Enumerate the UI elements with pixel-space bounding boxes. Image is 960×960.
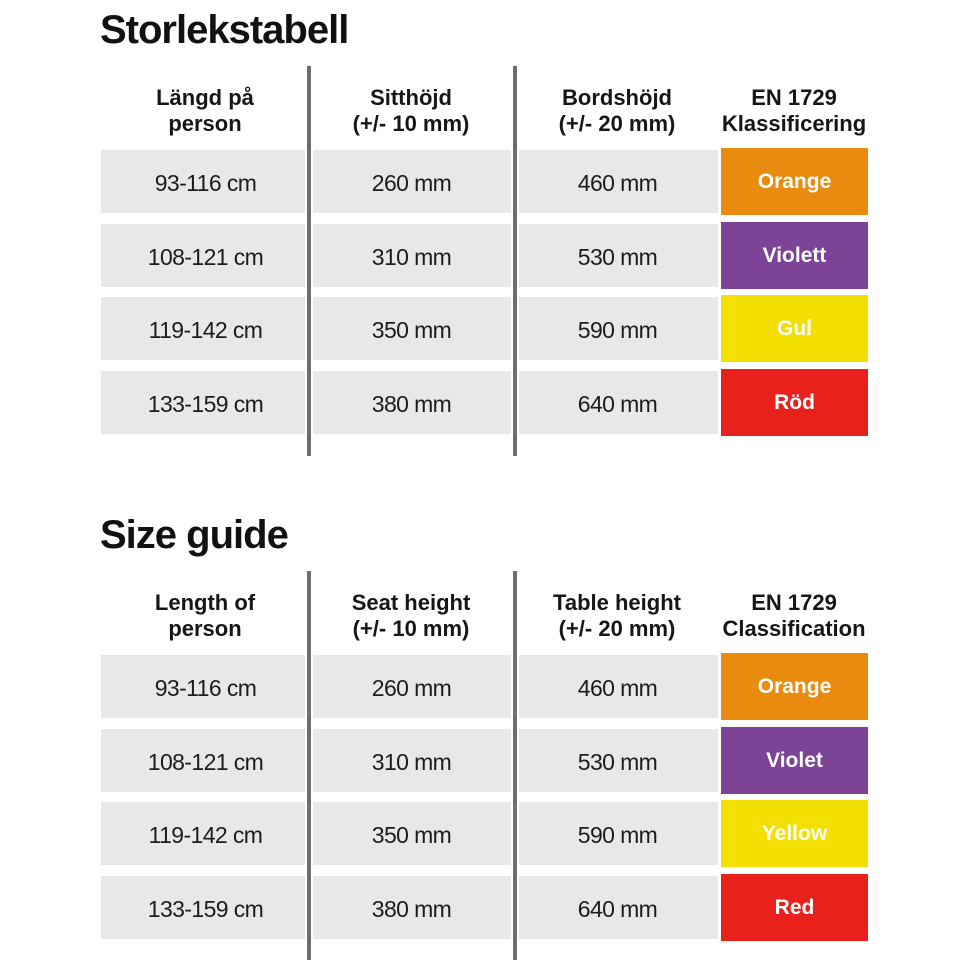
column-divider (305, 571, 313, 960)
table-row: 133-159 cm 380 mm 640 mm Röd (101, 369, 868, 436)
column-header-classification: EN 1729 Klassificering (721, 85, 867, 136)
classification-badge: Röd (721, 369, 868, 436)
column-divider (305, 66, 313, 456)
classification-badge: Violet (721, 727, 868, 794)
table-title-english: Size guide (100, 513, 289, 557)
column-header-table-height: Table height (+/- 20 mm) (553, 590, 681, 641)
cell-table-height: 530 mm (577, 749, 658, 775)
cell-table-height: 460 mm (577, 675, 658, 701)
cell-length: 108-121 cm (147, 749, 264, 775)
table-row: 108-121 cm 310 mm 530 mm Violett (101, 222, 868, 289)
cell-length: 119-142 cm (148, 822, 263, 848)
classification-badge: Yellow (721, 800, 868, 867)
table-row: 93-116 cm 260 mm 460 mm Orange (101, 148, 868, 215)
size-table-swedish: Storlekstabell Längd på person Sitthöjd … (100, 8, 868, 456)
cell-seat-height: 310 mm (371, 749, 452, 775)
column-header-seat-height: Sitthöjd (+/- 10 mm) (352, 85, 470, 136)
cell-table-height: 460 mm (577, 170, 658, 196)
cell-table-height: 590 mm (577, 317, 658, 343)
cell-table-height: 530 mm (577, 244, 658, 270)
classification-badge: Orange (721, 653, 868, 720)
cell-table-height: 640 mm (577, 391, 658, 417)
column-divider (511, 571, 519, 960)
cell-seat-height: 380 mm (371, 896, 452, 922)
cell-length: 119-142 cm (148, 317, 263, 343)
column-header-seat-height: Seat height (+/- 10 mm) (351, 590, 471, 641)
cell-length: 108-121 cm (147, 244, 264, 270)
cell-seat-height: 260 mm (371, 170, 452, 196)
classification-badge: Red (721, 874, 868, 941)
table-row: 119-142 cm 350 mm 590 mm Yellow (101, 800, 868, 867)
table-title-swedish: Storlekstabell (100, 8, 349, 52)
cell-table-height: 640 mm (577, 896, 658, 922)
cell-seat-height: 380 mm (371, 391, 452, 417)
column-header-table-height: Bordshöjd (+/- 20 mm) (558, 85, 676, 136)
cell-length: 93-116 cm (154, 675, 257, 701)
classification-badge: Gul (721, 295, 868, 362)
table-row: 133-159 cm 380 mm 640 mm Red (101, 874, 868, 941)
column-divider (511, 66, 519, 456)
cell-seat-height: 310 mm (371, 244, 452, 270)
size-table-english: Size guide Length of person Seat height … (0, 505, 960, 960)
cell-length: 93-116 cm (154, 170, 257, 196)
cell-seat-height: 350 mm (371, 822, 452, 848)
cell-length: 133-159 cm (147, 391, 264, 417)
cell-seat-height: 260 mm (371, 675, 452, 701)
table-row: 108-121 cm 310 mm 530 mm Violet (101, 727, 868, 794)
cell-seat-height: 350 mm (371, 317, 452, 343)
column-header-classification: EN 1729 Classification (722, 590, 866, 641)
column-header-length: Längd på person (156, 85, 254, 136)
classification-badge: Violett (721, 222, 868, 289)
classification-badge: Orange (721, 148, 868, 215)
table-row: 119-142 cm 350 mm 590 mm Gul (101, 295, 868, 362)
cell-table-height: 590 mm (577, 822, 658, 848)
cell-length: 133-159 cm (147, 896, 264, 922)
column-header-length: Length of person (154, 590, 256, 641)
table-row: 93-116 cm 260 mm 460 mm Orange (101, 653, 868, 720)
